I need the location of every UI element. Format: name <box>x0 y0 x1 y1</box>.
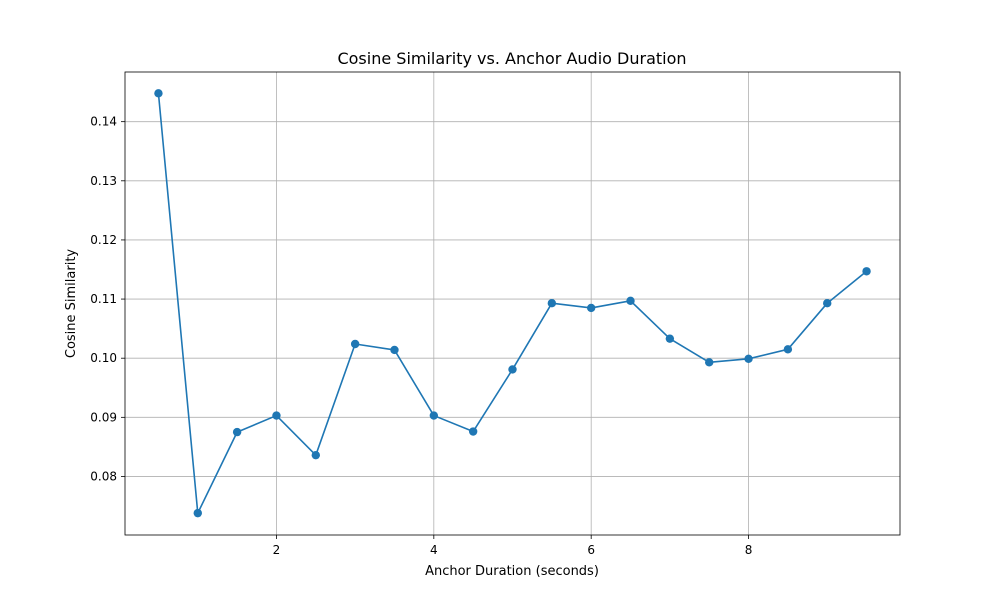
x-tick-label: 4 <box>430 543 438 557</box>
data-point <box>311 450 320 460</box>
grid <box>125 72 900 535</box>
data-point <box>783 345 793 354</box>
plot-frame <box>124 71 901 536</box>
data-point <box>862 267 871 276</box>
x-tick-label: 2 <box>273 543 281 557</box>
x-tick-label: 8 <box>745 543 753 557</box>
y-tick-label: 0.08 <box>90 469 117 483</box>
data-point <box>272 411 281 420</box>
y-tick-label: 0.12 <box>90 233 117 247</box>
y-tick-label: 0.11 <box>90 292 117 306</box>
data-point <box>350 339 360 349</box>
y-tick-label: 0.09 <box>90 410 117 424</box>
data-point <box>823 299 832 308</box>
y-axis-label: Cosine Similarity <box>64 249 79 359</box>
y-tick-label: 0.13 <box>90 174 117 188</box>
data-point <box>390 345 399 355</box>
data-point <box>744 354 753 363</box>
data-point <box>232 427 242 437</box>
x-axis-label: Anchor Duration (seconds) <box>425 564 599 579</box>
y-tick-label: 0.10 <box>90 351 117 365</box>
data-point <box>547 299 557 308</box>
data-point <box>468 427 478 436</box>
y-tick-label: 0.14 <box>90 115 117 129</box>
data-point <box>665 334 675 343</box>
data-point <box>193 508 202 518</box>
x-tick-label: 6 <box>587 543 595 557</box>
data-series <box>154 89 871 518</box>
series-line <box>157 93 868 514</box>
data-point <box>586 303 596 313</box>
data-point <box>429 411 439 420</box>
data-point <box>705 358 714 367</box>
chart-title: Cosine Similarity vs. Anchor Audio Durat… <box>337 49 686 68</box>
data-point <box>508 365 517 374</box>
data-point <box>626 296 635 306</box>
data-point <box>154 89 163 98</box>
axis-ticks: 2 4 6 8 0.08 0.09 0.10 0.11 0.12 0.13 0.14 <box>90 115 752 557</box>
